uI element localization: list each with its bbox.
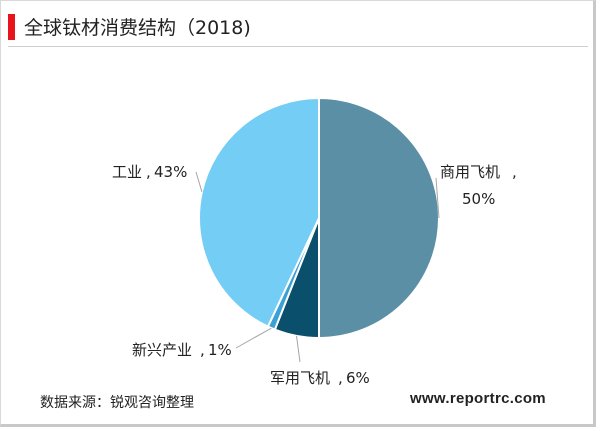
label-military-aircraft-value: 6% <box>346 369 370 387</box>
leader-line-commercial-aircraft <box>435 177 440 219</box>
data-source-note: 数据来源：锐观咨询整理 <box>40 395 194 411</box>
label-industry-value: 43% <box>154 163 187 181</box>
label-commercial-aircraft-sep: , <box>512 163 517 181</box>
label-commercial-aircraft-name: 商用飞机 <box>440 163 500 181</box>
label-military-aircraft-name: 军用飞机 <box>270 369 330 387</box>
label-commercial-aircraft-value: 50% <box>462 190 495 208</box>
website-link[interactable]: www.reportrc.com <box>410 390 546 407</box>
title-divider <box>8 46 588 47</box>
label-emerging-industry-name: 新兴产业 <box>132 341 192 359</box>
leader-line-industry <box>195 171 203 192</box>
title-accent-bar <box>8 14 15 40</box>
leader-line-emerging-industry <box>235 327 272 349</box>
chart-title: 全球钛材消费结构（2018) <box>24 17 251 39</box>
leader-line-military-aircraft <box>296 335 301 363</box>
leader-lines <box>195 171 440 363</box>
pie-slices <box>198 96 440 340</box>
label-emerging-industry-sep: , <box>200 341 205 359</box>
label-military-aircraft-sep: , <box>338 369 343 387</box>
label-industry-name: 工业 <box>112 163 142 181</box>
label-emerging-industry-value: 1% <box>208 341 232 359</box>
pie-slice-commercial-aircraft <box>318 96 440 340</box>
label-industry-sep: , <box>146 163 151 181</box>
